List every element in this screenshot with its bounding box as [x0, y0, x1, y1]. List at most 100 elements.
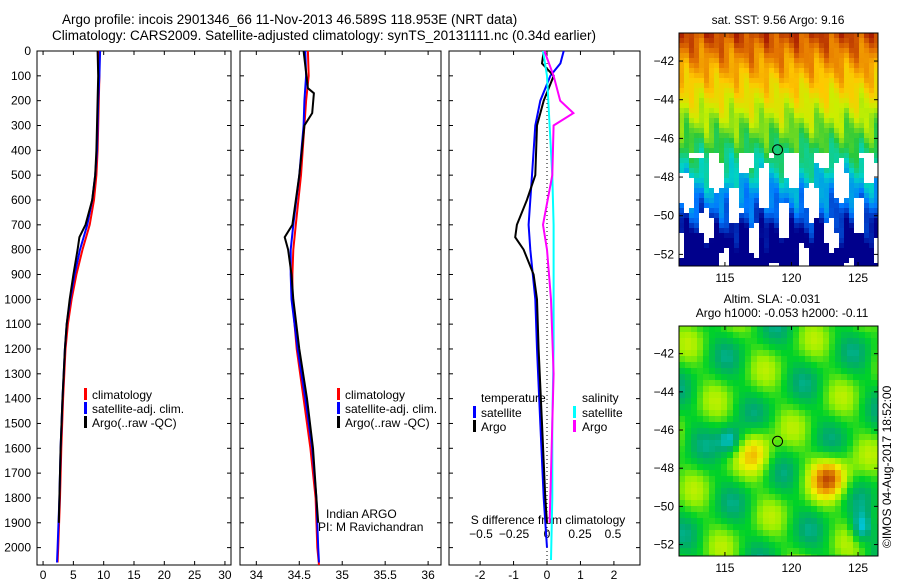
heatmap-cell	[714, 93, 719, 98]
heatmap-cell	[784, 243, 789, 248]
heatmap-cell	[697, 500, 703, 506]
heatmap-cell	[749, 173, 754, 178]
heatmap-cell	[759, 208, 764, 213]
heatmap-cell	[759, 68, 764, 73]
heatmap-cell	[739, 536, 745, 542]
heatmap-cell	[757, 434, 763, 440]
heatmap-cell	[854, 178, 859, 183]
heatmap-cell	[729, 168, 734, 173]
heatmap-cell	[839, 163, 844, 168]
heatmap-cell	[704, 133, 709, 138]
heatmap-cell	[839, 173, 844, 178]
heatmap-cell	[739, 43, 744, 48]
heatmap-cell	[844, 98, 849, 103]
heatmap-cell	[714, 118, 719, 123]
heatmap-cell	[679, 188, 684, 193]
heatmap-cell	[779, 183, 784, 188]
heatmap-cell	[844, 238, 849, 243]
heatmap-cell	[703, 446, 709, 452]
heatmap-cell	[691, 416, 697, 422]
heatmap-cell	[769, 410, 775, 416]
heatmap-cell	[697, 344, 703, 350]
heatmap-cell	[854, 98, 859, 103]
heatmap-cell	[781, 512, 787, 518]
heatmap-cell	[787, 500, 793, 506]
heatmap-cell	[689, 158, 694, 163]
heatmap-cell	[789, 43, 794, 48]
heatmap-cell	[763, 416, 769, 422]
heatmap-cell	[849, 43, 854, 48]
heatmap-cell	[819, 248, 824, 253]
heatmap-cell	[799, 518, 805, 524]
heatmap-cell	[709, 68, 714, 73]
heatmap-cell	[809, 63, 814, 68]
heatmap-cell	[819, 223, 824, 228]
heatmap-cell	[769, 108, 774, 113]
heatmap-cell	[734, 103, 739, 108]
heatmap-cell	[699, 238, 704, 243]
heatmap-cell	[679, 73, 684, 78]
heatmap-cell	[684, 218, 689, 223]
heatmap-cell	[763, 350, 769, 356]
heatmap-cell	[799, 446, 805, 452]
heatmap-cell	[823, 518, 829, 524]
heatmap-cell	[745, 458, 751, 464]
heatmap-cell	[724, 43, 729, 48]
heatmap-cell	[835, 452, 841, 458]
heatmap-cell	[804, 193, 809, 198]
heatmap-cell	[709, 392, 715, 398]
heatmap-cell	[799, 476, 805, 482]
heatmap-cell	[817, 368, 823, 374]
heatmap-cell	[704, 98, 709, 103]
heatmap-cell	[734, 63, 739, 68]
heatmap-cell	[823, 338, 829, 344]
heatmap-cell	[719, 73, 724, 78]
heatmap-cell	[751, 350, 757, 356]
heatmap-cell	[779, 63, 784, 68]
heatmap-cell	[789, 38, 794, 43]
heatmap-cell	[689, 178, 694, 183]
heatmap-cell	[834, 143, 839, 148]
heatmap-cell	[781, 446, 787, 452]
heatmap-cell	[793, 332, 799, 338]
heatmap-cell	[745, 506, 751, 512]
heatmap-cell	[839, 98, 844, 103]
heatmap-cell	[685, 518, 691, 524]
heatmap-cell	[745, 392, 751, 398]
heatmap-cell	[874, 68, 878, 73]
x-tick-label: 25	[188, 568, 202, 580]
heatmap-cell	[834, 108, 839, 113]
heatmap-cell	[865, 524, 871, 530]
heatmap-cell	[781, 476, 787, 482]
heatmap-cell	[704, 78, 709, 83]
heatmap-cell	[759, 178, 764, 183]
heatmap-cell	[835, 524, 841, 530]
heatmap-cell	[769, 173, 774, 178]
heatmap-cell	[789, 158, 794, 163]
heatmap-cell	[864, 148, 869, 153]
heatmap-cell	[729, 188, 734, 193]
heatmap-cell	[739, 476, 745, 482]
heatmap-cell	[727, 338, 733, 344]
heatmap-cell	[769, 68, 774, 73]
heatmap-cell	[679, 243, 684, 248]
heatmap-cell	[779, 238, 784, 243]
heatmap-cell	[699, 38, 704, 43]
heatmap-cell	[685, 512, 691, 518]
heatmap-cell	[814, 93, 819, 98]
heatmap-cell	[764, 158, 769, 163]
heatmap-cell	[715, 482, 721, 488]
heatmap-cell	[804, 208, 809, 213]
heatmap-cell	[864, 78, 869, 83]
heatmap-cell	[684, 68, 689, 73]
heatmap-cell	[749, 128, 754, 133]
heatmap-cell	[829, 344, 835, 350]
heatmap-cell	[794, 188, 799, 193]
heatmap-cell	[709, 123, 714, 128]
heatmap-cell	[841, 338, 847, 344]
heatmap-cell	[727, 524, 733, 530]
heatmap-cell	[769, 536, 775, 542]
heatmap-cell	[779, 68, 784, 73]
heatmap-cell	[759, 93, 764, 98]
